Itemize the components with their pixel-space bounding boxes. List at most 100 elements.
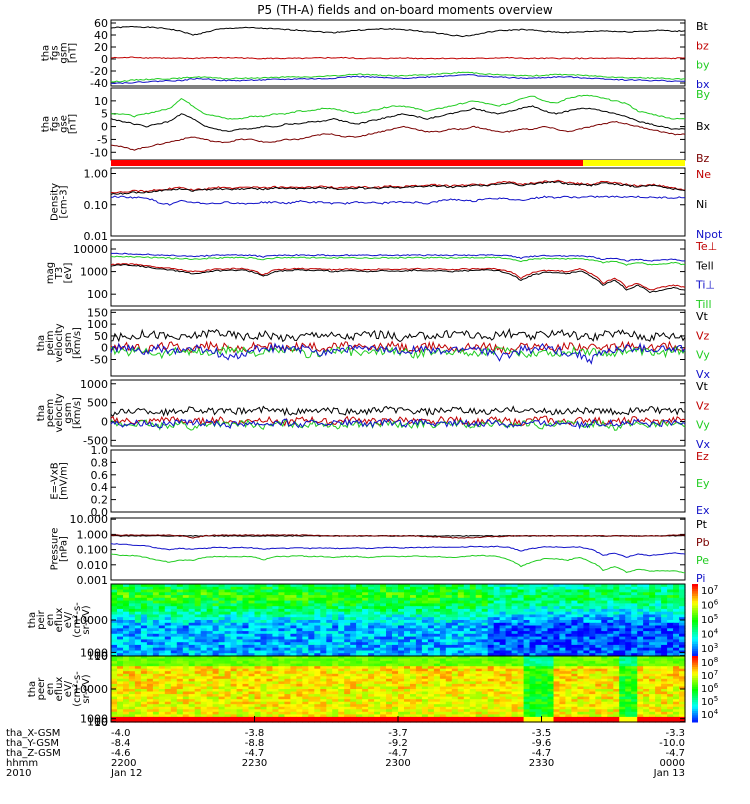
y-tick-label: 0.8: [91, 456, 109, 469]
panel-pressure: 10.0001.0000.1000.0100.001Pressure[nPa]P…: [50, 513, 710, 587]
colorbar-tick-exponent: 7: [714, 584, 718, 592]
colorbar-tick-exponent: 6: [714, 599, 719, 607]
figure-title: P5 (TH-A) fields and on-board moments ov…: [257, 3, 553, 17]
series-line-Bz: [111, 122, 685, 151]
y-tick-label: 0.001: [77, 574, 109, 587]
series-line-Till: [111, 256, 685, 265]
colorbar-tick-exponent: 4: [714, 628, 719, 636]
y-tick-label: 0: [101, 121, 108, 134]
legend-label: Te⊥: [695, 240, 717, 253]
legend-label: Bt: [696, 20, 709, 33]
y-tick-label: 0.100: [77, 544, 109, 557]
series-line-Pi: [111, 544, 685, 558]
legend-label: Bz: [696, 152, 710, 165]
y-axis-label: [km/s]: [72, 327, 83, 359]
legend-label: Vz: [696, 329, 710, 342]
y-tick-label: 100: [87, 288, 108, 301]
y-tick-label: 0.4: [91, 481, 109, 494]
y-axis-label: [nT]: [68, 43, 79, 63]
y-tick-label: 5: [101, 108, 108, 121]
legend-label: By: [696, 88, 711, 101]
legend-label: Tell: [695, 259, 714, 272]
y-axis-label: [mV/m]: [59, 462, 70, 500]
legend-label: Ey: [696, 477, 710, 490]
legend-label: Ne: [696, 168, 711, 181]
panel-peer-spectrogram: 10810710610510410000100010010thapeerenef…: [27, 656, 719, 729]
series-line-bz: [111, 57, 685, 59]
y-tick-label: 1000: [80, 266, 108, 279]
colorbar-tick-label: 105: [701, 613, 718, 626]
y-tick-label: -40: [90, 77, 108, 90]
legend-label: Vy: [696, 349, 710, 362]
legend-label: Ti⊥: [695, 279, 715, 292]
legend-label: Pe: [696, 554, 709, 567]
series-line-Ni: [111, 181, 685, 194]
y-tick-label: -5: [97, 133, 108, 146]
y-tick-label: -50: [90, 354, 108, 367]
colorbar-tick-exponent: 5: [714, 613, 718, 621]
panels: 6040200-20-40thafgsgsm[nT]Btbzbybx1050-5…: [27, 17, 723, 729]
y-tick-label: 1000: [80, 378, 108, 391]
y-tick-label: 1.00: [84, 168, 109, 181]
panel-peem-velocity: 10005000-500thapeemvelocitygsm[km/s]VtVz…: [36, 378, 711, 451]
series-line-Pe: [111, 554, 685, 573]
y-tick-label: 500: [87, 397, 108, 410]
y-tick-label: 0.010: [77, 559, 109, 572]
y-axis-label: [cm-3]: [59, 185, 70, 218]
legend-label: bz: [696, 39, 709, 52]
y-tick-label: -10: [90, 146, 108, 159]
legend-label: Ez: [696, 450, 709, 463]
series-line-Te⊥: [111, 264, 685, 290]
colorbar-tick-label: 107: [701, 584, 718, 597]
legend-label: Pt: [696, 518, 708, 531]
y-tick-label: 10: [94, 95, 108, 108]
legend-label: Bx: [696, 120, 711, 133]
series-line-Ti⊥: [111, 253, 685, 261]
legend-label: Vt: [696, 310, 709, 323]
y-tick-label: 10.000: [70, 513, 109, 526]
legend-label: Vz: [696, 399, 710, 412]
y-tick-label: 1.000: [77, 528, 109, 541]
panel-frame: [111, 380, 685, 446]
legend-label: Pb: [696, 536, 710, 549]
colorbar-tick-label: 104: [701, 628, 719, 641]
y-tick-label: 0.01: [84, 230, 109, 243]
series-line-Ne: [111, 180, 685, 193]
y-axis-label: [nPa]: [59, 536, 70, 562]
panel-frame: [111, 450, 685, 512]
y-axis-label: [eV]: [63, 263, 74, 284]
colorbar-tick-label: 103: [701, 642, 718, 655]
y-tick-label: 10: [94, 650, 108, 663]
y-tick-label: 0.10: [84, 199, 109, 212]
series-line-By: [111, 95, 685, 119]
y-tick-label: 0.6: [91, 469, 109, 482]
series-line-Vt: [111, 407, 685, 417]
series-line-by: [111, 72, 685, 82]
panel-peim-velocity: 150100500-50thapeimvelocitygsm[km/s]VtVz…: [36, 306, 711, 381]
y-tick-label: 1.0: [91, 444, 109, 457]
y-tick-label: 0: [101, 415, 108, 428]
y-tick-label: 0.2: [91, 494, 109, 507]
y-axis-label: [km/s]: [72, 397, 83, 429]
y-tick-label: 10000: [73, 243, 108, 256]
legend-label: Pi: [696, 572, 705, 585]
y-axis-label: [nT]: [68, 114, 79, 134]
legend-label: by: [696, 59, 710, 72]
series-line-Npot: [111, 196, 685, 205]
panel-peir-spectrogram: 10710610510410310000100010010thapeirenef…: [27, 584, 719, 663]
legend-label: Ni: [696, 198, 707, 211]
legend-label: Vt: [696, 380, 709, 393]
y-axis-label: sr-eV): [81, 605, 92, 634]
colorbar-tick-exponent: 3: [714, 642, 718, 650]
legend-label: Ex: [696, 504, 710, 517]
legend-label: Vy: [696, 419, 710, 432]
series-line-Vt: [111, 329, 685, 341]
colorbar-tick-label: 106: [701, 599, 719, 612]
